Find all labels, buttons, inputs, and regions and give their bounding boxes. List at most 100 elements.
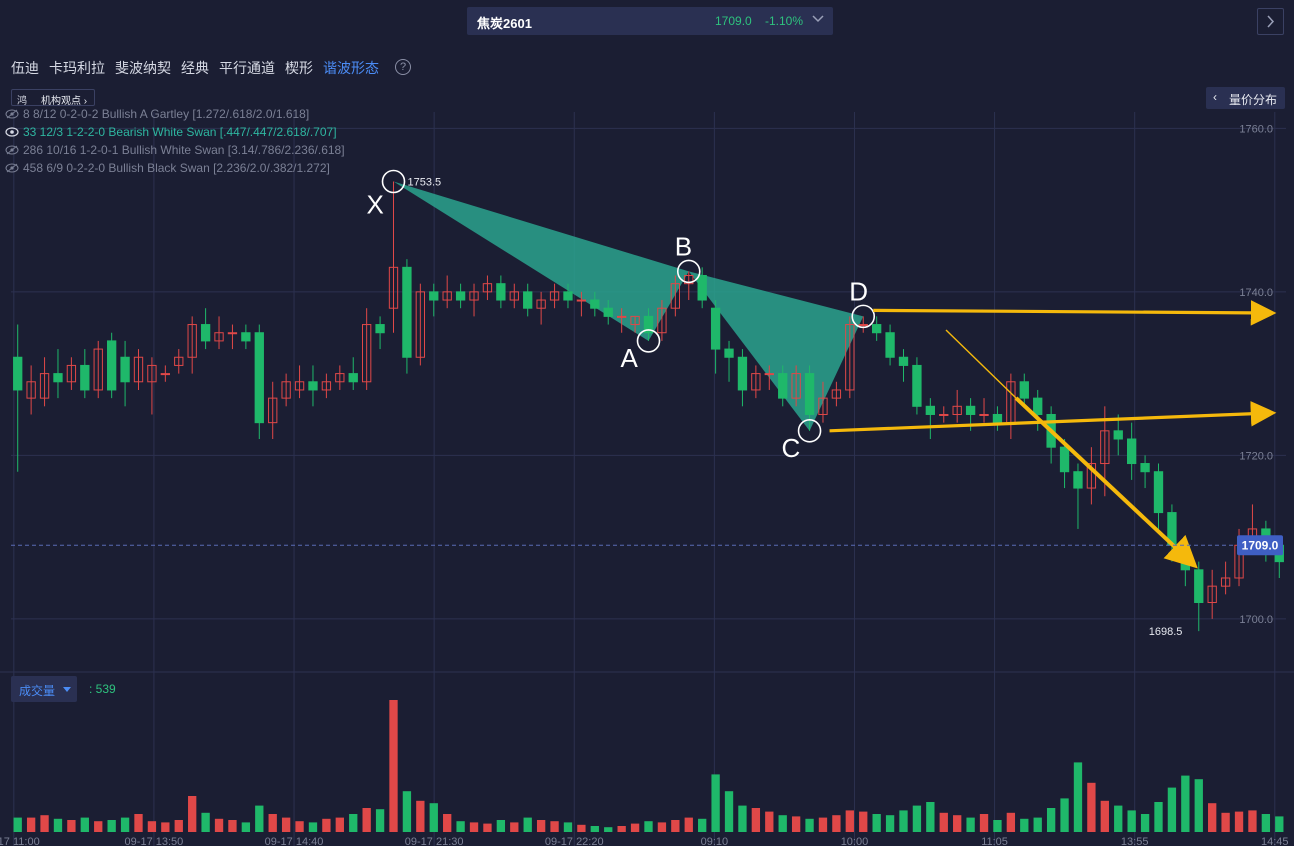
pattern-row[interactable]: 33 12/3 1-2-2-0 Bearish White Swan [.447…: [5, 123, 345, 141]
candle-body: [523, 291, 533, 309]
candle-body: [509, 291, 519, 301]
volume-profile-button[interactable]: ‹ 量价分布: [1206, 87, 1285, 109]
volume-bar: [1127, 810, 1136, 832]
volume-bar: [1006, 812, 1016, 832]
candle-body: [402, 266, 412, 358]
volume-bar: [375, 809, 385, 832]
candle-body: [308, 381, 318, 391]
eye-off-icon[interactable]: [5, 109, 19, 119]
x-tick-label: 09-17 14:40: [265, 836, 324, 846]
candle-body: [93, 348, 103, 391]
pattern-point-label: B: [675, 231, 692, 261]
volume-bar: [536, 820, 546, 832]
volume-bar: [429, 803, 438, 832]
volume-bar: [1234, 811, 1244, 832]
candle-body: [912, 364, 922, 407]
candle-body: [254, 332, 264, 424]
tool-classic[interactable]: 经典: [181, 60, 209, 76]
tool-harmonic[interactable]: 谐波形态: [323, 60, 379, 76]
candle-body: [281, 381, 291, 399]
symbol-selector[interactable]: 焦炭2601 1709.0 -1.10%: [467, 7, 833, 35]
candle-body: [39, 373, 50, 399]
pattern-point-circle: [851, 304, 876, 329]
volume-bar: [107, 820, 116, 832]
volume-profile-label: 量价分布: [1229, 93, 1278, 107]
volume-bar: [765, 811, 774, 832]
candle-body: [925, 405, 936, 415]
pattern-point-circle: [636, 329, 661, 353]
volume-bar: [241, 822, 251, 832]
volume-bar: [1275, 816, 1284, 832]
candle-body: [187, 324, 197, 358]
y-tick-label: 1700.0: [1239, 614, 1273, 626]
tool-woody[interactable]: 伍迪: [11, 60, 39, 76]
volume-bar: [724, 791, 734, 832]
volume-bar: [308, 822, 318, 832]
volume-bar: [1261, 814, 1271, 832]
volume-bar: [711, 774, 720, 832]
volume-bar: [402, 791, 412, 832]
volume-bar: [791, 816, 801, 832]
tool-parallel-channel[interactable]: 平行通道: [219, 60, 275, 76]
candle-body: [684, 275, 694, 285]
eye-off-icon[interactable]: [5, 163, 19, 173]
help-icon[interactable]: ?: [395, 59, 411, 75]
candle-body: [697, 275, 707, 301]
volume-bar: [67, 820, 76, 832]
eye-off-icon[interactable]: [5, 145, 19, 155]
candle-body: [200, 324, 211, 342]
volume-bar: [255, 805, 264, 832]
volume-bar: [161, 822, 170, 832]
tool-wedge[interactable]: 楔形: [285, 60, 313, 76]
pattern-row[interactable]: 8 8/12 0-2-0-2 Bullish A Gartley [1.272/…: [5, 105, 345, 123]
candle-body: [388, 266, 399, 309]
institution-view-button[interactable]: 鸿 机构观点 ›: [11, 89, 95, 107]
x-tick-label: 13:55: [1121, 836, 1149, 846]
volume-bar: [80, 817, 89, 832]
volume-bar: [1154, 802, 1163, 832]
volume-bar: [657, 822, 667, 832]
tool-camarilla[interactable]: 卡玛利拉: [49, 60, 105, 76]
expand-button[interactable]: [1257, 8, 1284, 35]
candle-body: [174, 356, 184, 366]
pattern-text: 33 12/3 1-2-2-0 Bearish White Swan [.447…: [23, 125, 337, 139]
volume-bar: [416, 800, 425, 832]
candle-body: [939, 413, 949, 416]
volume-bar: [832, 815, 841, 832]
volume-bar: [1100, 800, 1109, 832]
candle-body: [590, 299, 600, 309]
tool-fibonacci[interactable]: 斐波纳契: [115, 60, 171, 76]
volume-bar: [550, 821, 559, 832]
pattern-legend: 8 8/12 0-2-0-2 Bullish A Gartley [1.272/…: [5, 105, 345, 177]
volume-bar: [671, 820, 680, 832]
pattern-point-circle: [381, 169, 406, 194]
eye-icon[interactable]: [5, 127, 19, 137]
volume-bar: [443, 814, 452, 832]
volume-bar: [26, 817, 36, 832]
candle-body: [214, 332, 224, 342]
candle-body: [1140, 463, 1150, 473]
candle-body: [898, 356, 909, 366]
pattern-point-label: C: [782, 433, 801, 463]
volume-bar: [40, 815, 49, 832]
candle-body: [375, 324, 385, 334]
volume-bar: [228, 820, 237, 832]
candle-body: [710, 307, 721, 350]
volume-bar: [912, 805, 922, 832]
candle-body: [469, 291, 479, 301]
candle-body: [992, 413, 1003, 424]
volume-bar: [885, 815, 895, 832]
x-tick-label: 09:10: [701, 836, 729, 846]
candle-body: [670, 283, 681, 309]
candles: [13, 181, 1284, 632]
pattern-row[interactable]: 458 6/9 0-2-2-0 Bullish Black Swan [2.23…: [5, 159, 345, 177]
volume-bars: [13, 700, 1284, 832]
volume-indicator-selector[interactable]: 成交量: [11, 676, 77, 702]
chevron-right-icon: [1267, 15, 1275, 28]
candle-body: [133, 356, 144, 383]
volume-bar: [859, 811, 868, 832]
caret-down-icon: [63, 687, 71, 692]
volume-bar: [738, 805, 747, 832]
pattern-row[interactable]: 286 10/16 1-2-0-1 Bullish White Swan [3.…: [5, 141, 345, 159]
